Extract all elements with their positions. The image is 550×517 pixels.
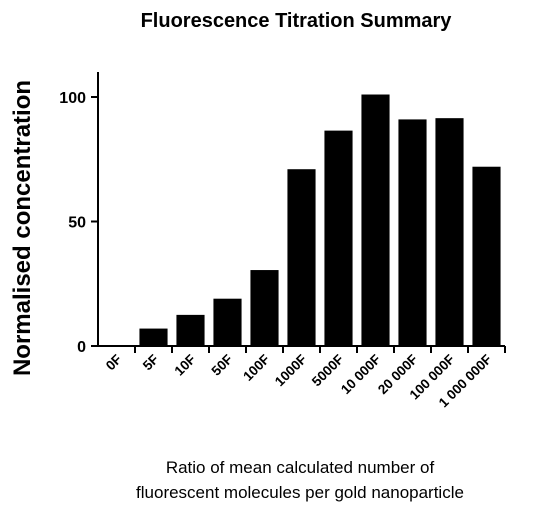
x-tick-label: 100F xyxy=(240,352,272,384)
bar-1-000-000f xyxy=(472,166,501,346)
y-axis-ticks: 0 50 100 xyxy=(59,90,98,356)
bar-10f xyxy=(176,314,205,346)
x-tick-label: 10F xyxy=(172,352,199,379)
bar-10-000f xyxy=(361,94,390,346)
y-axis-label: Normalised concentration xyxy=(9,80,36,376)
x-axis-label-line-2: fluorescent molecules per gold nanoparti… xyxy=(136,483,464,502)
bar-1000f xyxy=(287,169,316,346)
chart-title: Fluorescence Titration Summary xyxy=(141,10,453,32)
x-tick-label: 5F xyxy=(140,352,162,374)
x-tick-label: 10 000F xyxy=(338,352,384,398)
x-tick-label: 1000F xyxy=(272,352,310,390)
bar-50f xyxy=(213,298,242,346)
x-axis-label-line-1: Ratio of mean calculated number of xyxy=(166,458,435,477)
bar-100f xyxy=(250,270,279,346)
bar-5f xyxy=(139,328,168,346)
y-tick-label: 50 xyxy=(68,215,86,232)
x-tick-label: 0F xyxy=(103,352,125,374)
y-tick-label: 0 xyxy=(77,339,86,356)
x-tick-label: 50F xyxy=(209,352,236,379)
bar-100-000f xyxy=(435,118,464,346)
bar-20-000f xyxy=(398,119,427,346)
bars-group xyxy=(139,94,501,346)
bar-5000f xyxy=(324,130,353,346)
y-tick-label: 100 xyxy=(59,90,86,107)
